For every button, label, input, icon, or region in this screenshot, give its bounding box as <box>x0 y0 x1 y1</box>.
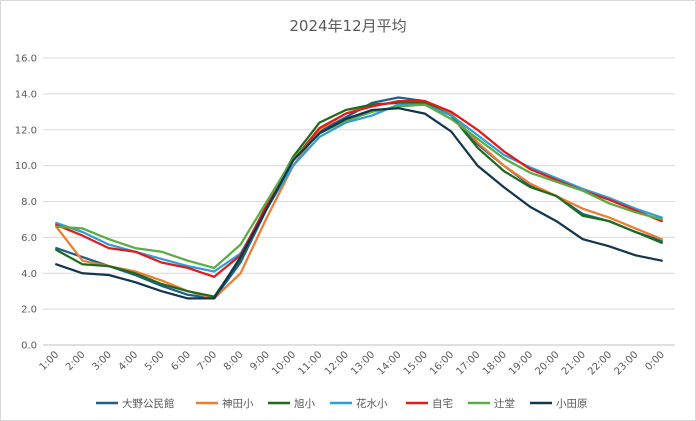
x-tick-label: 22:00 <box>586 349 614 377</box>
x-tick-label: 18:00 <box>481 349 509 377</box>
y-tick-label: 10.0 <box>15 161 37 172</box>
series-line <box>55 107 663 300</box>
y-tick-label: 6.0 <box>21 233 37 244</box>
y-tick-label: 12.0 <box>15 125 37 136</box>
x-tick-label: 0:00 <box>643 349 667 373</box>
x-tick-label: 23:00 <box>612 349 640 377</box>
y-tick-label: 2.0 <box>21 305 37 316</box>
x-tick-label: 9:00 <box>248 349 272 373</box>
legend: 大野公民館 神田小 旭小 花水小 自宅 辻堂 小田原 <box>96 397 588 410</box>
x-tick-label: 2:00 <box>64 349 88 373</box>
x-axis-ticks: 1:00 2:00 3:00 4:00 5:00 6:00 7:00 8:00 9:0010:0… <box>38 349 667 377</box>
y-tick-label: 8.0 <box>21 197 37 208</box>
x-tick-label: 21:00 <box>560 349 588 377</box>
x-tick-label: 12:00 <box>323 349 351 377</box>
legend-label: 自宅 <box>432 397 453 410</box>
y-tick-label: 4.0 <box>21 269 37 280</box>
x-tick-label: 19:00 <box>507 349 535 377</box>
series-line <box>55 103 663 270</box>
y-axis-ticks: 0.0 2.0 4.0 6.0 8.0 10.0 12.0 14.0 16.0 <box>15 54 37 352</box>
x-tick-label: 7:00 <box>196 349 220 373</box>
legend-label: 神田小 <box>222 397 254 410</box>
series-line <box>55 99 663 278</box>
series-line <box>55 103 663 273</box>
legend-label: 旭小 <box>294 398 315 410</box>
x-tick-label: 14:00 <box>375 349 403 377</box>
x-tick-label: 1:00 <box>38 349 62 373</box>
x-tick-label: 3:00 <box>90 349 114 373</box>
legend-label: 大野公民館 <box>122 397 175 410</box>
x-tick-label: 15:00 <box>402 349 430 377</box>
series-layer <box>55 96 663 300</box>
x-tick-label: 10:00 <box>270 349 298 377</box>
series-line <box>55 99 663 300</box>
x-tick-label: 16:00 <box>428 349 456 377</box>
y-tick-label: 16.0 <box>15 54 37 65</box>
y-tick-label: 0.0 <box>21 341 37 352</box>
legend-label: 花水小 <box>356 397 388 410</box>
y-tick-label: 14.0 <box>15 89 37 100</box>
series-line <box>55 96 663 300</box>
x-tick-label: 13:00 <box>349 349 377 377</box>
x-tick-label: 11:00 <box>296 349 324 377</box>
chart-title: 2024年12月平均 <box>289 17 406 35</box>
series-line <box>55 101 663 298</box>
x-tick-label: 4:00 <box>117 349 141 373</box>
grid-layer <box>43 57 675 346</box>
legend-label: 辻堂 <box>494 397 515 410</box>
x-tick-label: 20:00 <box>533 349 561 377</box>
x-tick-label: 17:00 <box>454 349 482 377</box>
legend-label: 小田原 <box>556 398 588 410</box>
x-tick-label: 8:00 <box>222 349 246 373</box>
x-tick-label: 5:00 <box>143 349 167 373</box>
x-tick-label: 6:00 <box>169 349 193 373</box>
